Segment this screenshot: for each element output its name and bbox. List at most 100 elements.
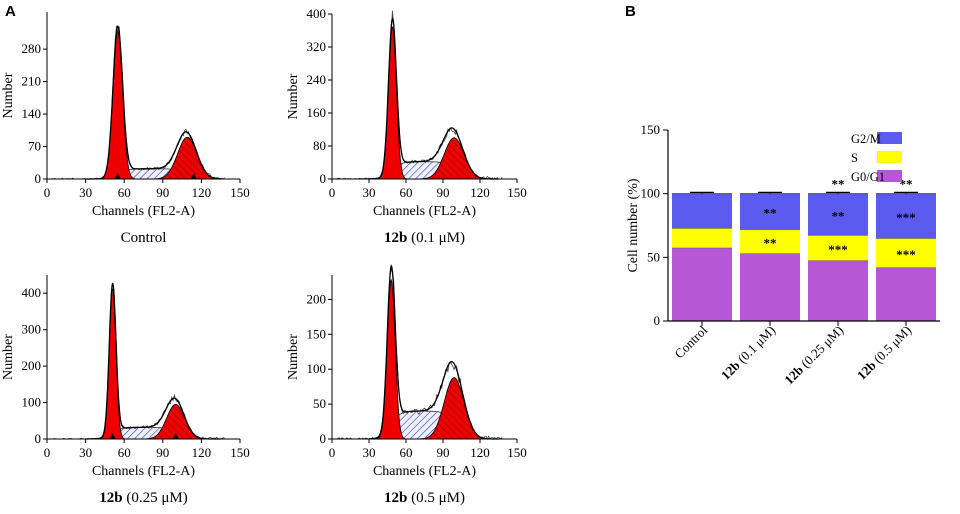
bar-segment-g0g1 [876, 267, 936, 321]
y-tick-label: 150 [641, 122, 661, 137]
x-tick-label: 30 [363, 185, 376, 200]
x-tick-label: 90 [156, 185, 169, 200]
x-tick-label: 150 [230, 185, 250, 200]
x-tick-label: 60 [400, 445, 413, 460]
x-axis-label: Channels (FL2-A) [373, 464, 476, 479]
y-tick-label: 150 [307, 326, 327, 341]
category-label-rest: (0.1 μM) [732, 323, 778, 369]
panel-b-label: B [625, 3, 636, 20]
bar-segment-g2m [740, 193, 800, 230]
histogram-0-25um: 0 30 60 90 120 150 0 100 200 300 400 Channels (FL2-… [1, 275, 250, 506]
x-tick-label: 0 [329, 185, 336, 200]
x-tick-label: 90 [156, 445, 169, 460]
stacked-bar-chart: Control****12b (0.1 μM)*******12b (0.25 … [626, 122, 940, 387]
significance-mark: *** [896, 247, 916, 262]
y-tick-label: 210 [22, 74, 42, 89]
y-tick-label: 70 [28, 139, 41, 154]
legend-label: S [851, 151, 858, 165]
y-tick-label: 100 [641, 186, 661, 201]
y-tick-label: 0 [35, 431, 42, 446]
y-tick-label: 80 [313, 138, 326, 153]
y-tick-label: 100 [307, 361, 327, 376]
fit-line [85, 282, 221, 440]
x-tick-label: 150 [230, 445, 250, 460]
histogram-caption: 12b (0.1 μM) [384, 230, 465, 246]
y-tick-label: 50 [647, 249, 660, 264]
histogram-caption: 12b (0.5 μM) [384, 490, 465, 506]
histogram-caption-rest: (0.1 μM) [407, 230, 465, 246]
y-tick-label: 140 [22, 106, 42, 121]
significance-mark-top: ** [832, 177, 845, 192]
histogram-control: 0 30 60 90 120 150 0 70 140 210 280 Channels (FL2-A… [1, 12, 250, 246]
bar-segment-s [672, 228, 732, 248]
histogram-caption: Control [121, 230, 167, 246]
category-label-rest: (0.25 μM) [796, 323, 847, 374]
histogram-caption-bold: 12b [384, 230, 407, 246]
y-axis-label: Number [1, 334, 16, 380]
raw-data-line [335, 10, 503, 180]
x-tick-label: 150 [507, 185, 527, 200]
x-tick-label: 30 [79, 445, 92, 460]
bar-segment-g0g1 [740, 253, 800, 321]
bar-segment-s [876, 238, 936, 268]
x-tick-label: 0 [44, 445, 51, 460]
x-tick-label: 150 [507, 445, 527, 460]
g1-peak-area [372, 26, 413, 180]
category-label-rest: (0.5 μM) [868, 323, 914, 369]
bar-segment-g0g1 [672, 247, 732, 321]
x-tick-label: 120 [470, 445, 490, 460]
histogram-0-1um: 0 30 60 90 120 150 0 80 160 240 320 400 Channels (FL… [286, 6, 527, 246]
y-tick-label: 160 [307, 105, 327, 120]
histogram-0-5um: 0 30 60 90 120 150 0 50 100 150 200 Channels (FL2-A… [286, 264, 527, 506]
histogram-caption-bold: 12b [99, 490, 122, 506]
y-tick-label: 100 [22, 395, 42, 410]
x-axis-label: Channels (FL2-A) [92, 464, 195, 479]
category-label: 12b (0.1 μM) [718, 323, 778, 383]
histogram-caption: 12b (0.25 μM) [99, 490, 187, 506]
y-tick-label: 50 [313, 396, 326, 411]
x-tick-label: 60 [118, 445, 131, 460]
x-tick-label: 60 [118, 185, 131, 200]
peak-marker [172, 433, 179, 439]
legend-swatch [877, 132, 902, 144]
legend-label: G2/M [851, 132, 881, 146]
y-tick-label: 200 [22, 358, 42, 373]
raw-data-line [335, 268, 503, 441]
peak-marker [190, 173, 197, 179]
g1-peak-area [95, 288, 130, 440]
y-tick-label: 0 [654, 313, 661, 328]
peak-marker [109, 433, 116, 439]
x-axis-label: Channels (FL2-A) [92, 204, 195, 219]
panel-a-label: A [5, 3, 16, 20]
legend-swatch [877, 151, 902, 163]
y-tick-label: 300 [22, 322, 42, 337]
histogram-caption-rest: (0.5 μM) [407, 490, 465, 506]
y-tick-label: 0 [320, 171, 327, 186]
histogram-caption-rest: Control [121, 230, 167, 246]
x-tick-label: 30 [79, 185, 92, 200]
y-axis-label: Cell number (%) [626, 178, 641, 272]
significance-mark: *** [828, 242, 848, 257]
peak-marker [114, 173, 121, 179]
significance-mark-top: ** [900, 177, 913, 192]
fit-line [369, 264, 499, 440]
category-label: 12b (0.25 μM) [781, 323, 846, 388]
legend-label: G0/G1 [851, 170, 885, 184]
category-label: 12b (0.5 μM) [854, 323, 914, 383]
x-tick-label: 120 [470, 185, 490, 200]
legend-swatch [877, 170, 902, 182]
significance-mark: ** [764, 235, 777, 250]
y-axis-label: Number [1, 72, 16, 118]
y-tick-label: 0 [35, 171, 42, 186]
category-label-rest: Control [671, 322, 710, 361]
bar-segment-s [740, 229, 800, 254]
y-axis-label: Number [286, 334, 301, 380]
raw-data-line [50, 288, 225, 440]
y-tick-label: 280 [22, 41, 42, 56]
bar-segment-g2m [876, 193, 936, 239]
y-tick-label: 320 [307, 39, 327, 54]
x-tick-label: 120 [192, 445, 212, 460]
x-tick-label: 60 [400, 185, 413, 200]
g1-peak-area [94, 30, 142, 180]
